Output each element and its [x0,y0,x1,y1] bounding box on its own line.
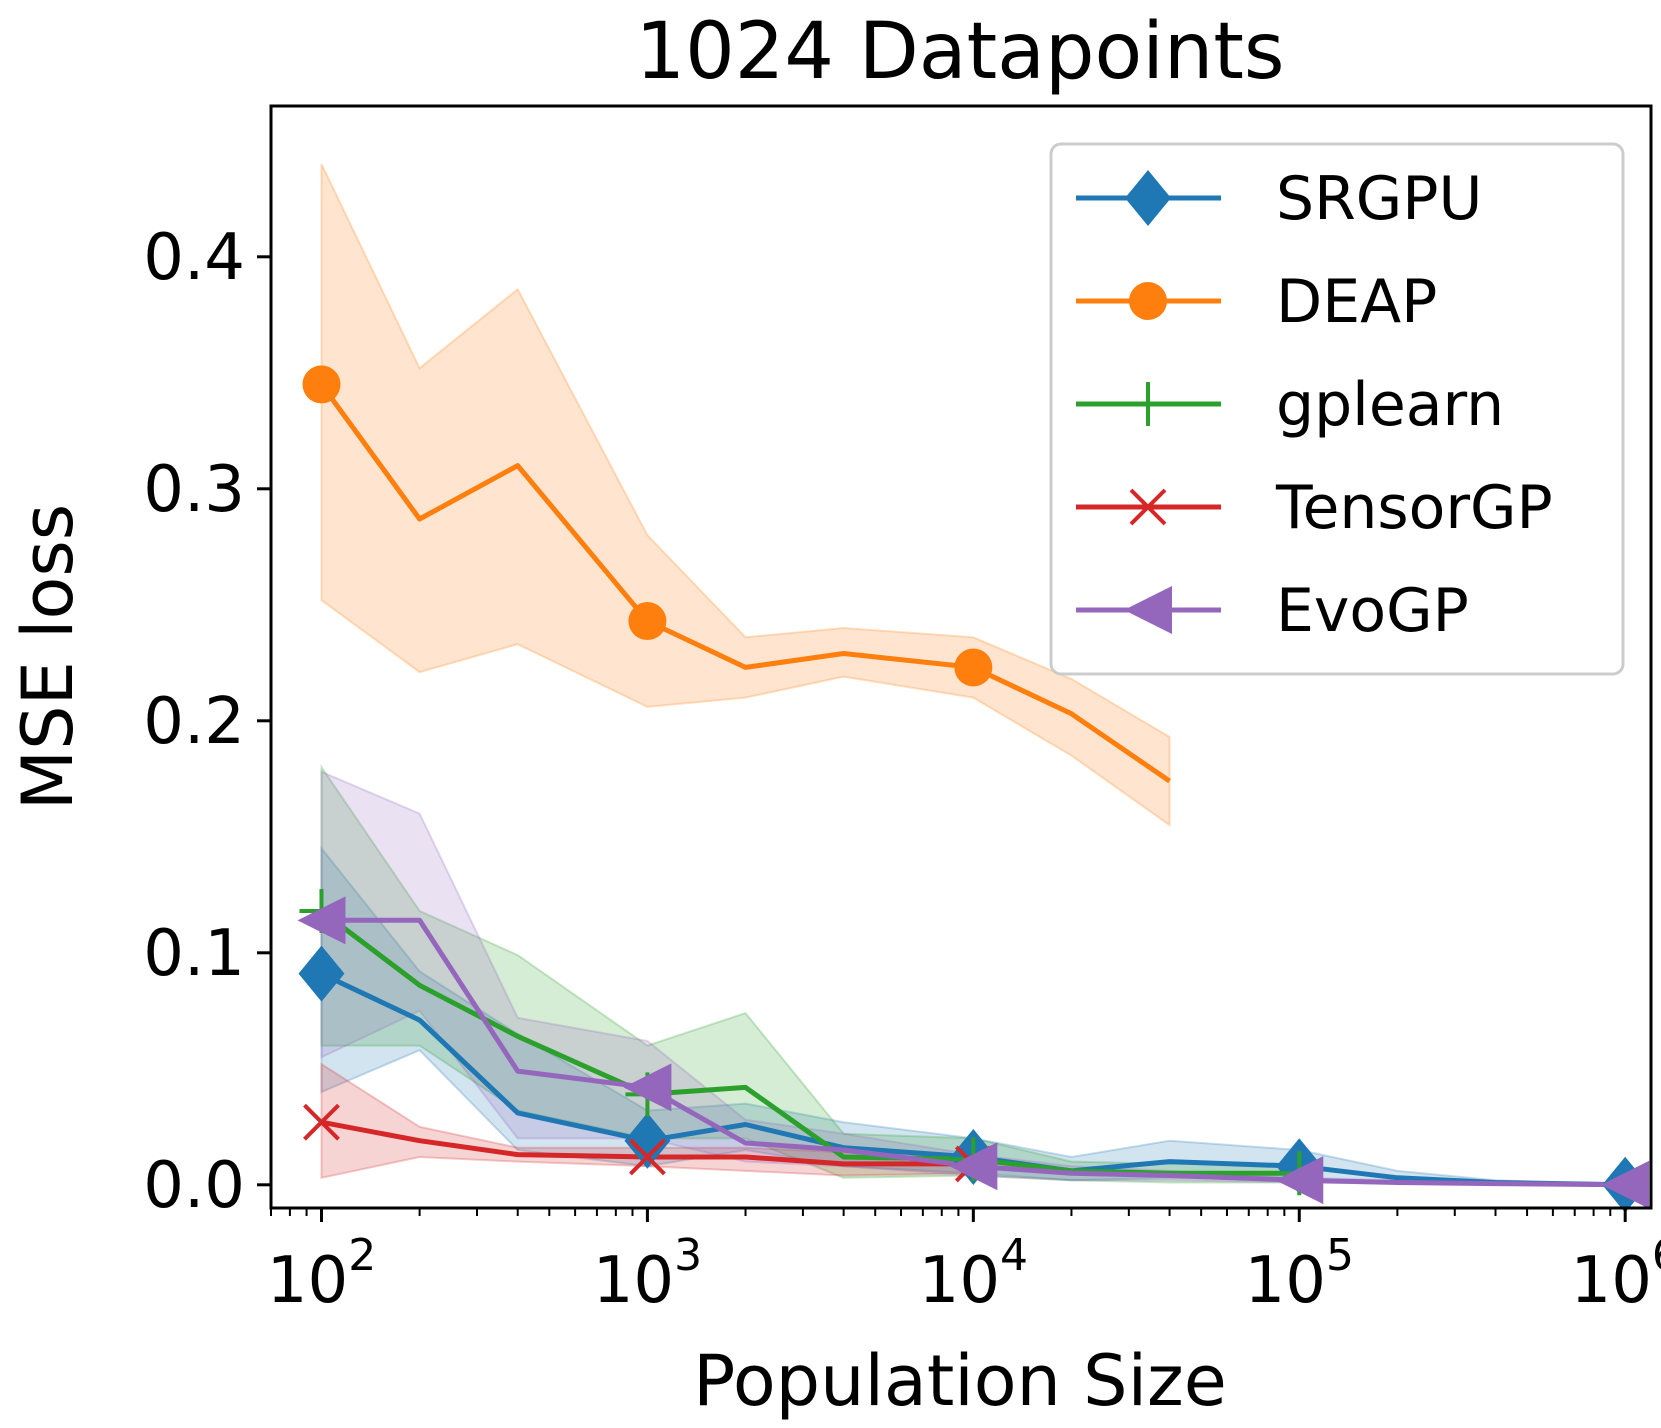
y-tick-label: 0.2 [143,685,245,759]
y-axis-label: MSE loss [7,504,89,811]
point-srgpu [624,1112,671,1169]
line-deap [319,382,1172,784]
legend-label: SRGPU [1276,164,1482,234]
series-markers [297,365,1650,1213]
x-tick-label: 105 [1245,1230,1354,1318]
legend-label: EvoGP [1276,576,1469,646]
legend-item-evogp: EvoGP [1076,576,1469,646]
legend-marker-srgpu [1125,170,1171,226]
point-evogp [949,1142,998,1191]
y-tick-label: 0.0 [143,1149,245,1223]
legend-label: gplearn [1276,370,1504,440]
legend-item-tensorgp: TensorGP [1076,473,1553,543]
point-deap [954,648,993,687]
x-tick-label: 104 [919,1230,1028,1318]
legend-item-srgpu: SRGPU [1076,164,1482,234]
x-tick-label: 102 [267,1230,376,1318]
point-tensorgp [628,1138,666,1176]
point-evogp [623,1063,672,1112]
legend-marker-gplearn [1126,382,1170,426]
legend-marker-tensorgp [1129,488,1167,526]
x-tick-label: 106 [1570,1230,1661,1318]
legend-label: TensorGP [1275,473,1553,543]
plot-frame [269,104,1653,1210]
point-tensorgp [303,1103,340,1141]
x-tick-label: 103 [593,1230,702,1318]
y-axis-ticks: 0.0 0.1 0.2 0.3 0.4 [143,221,271,1223]
y-tick-label: 0.4 [143,221,245,295]
y-tick-label: 0.1 [143,917,245,991]
band-deap [320,163,1171,828]
point-evogp [1601,1160,1650,1209]
point-evogp [1275,1156,1324,1205]
point-evogp [297,896,346,945]
point-deap [628,602,667,641]
legend-box [1049,142,1625,676]
legend-marker-evogp [1124,586,1172,634]
legend: SRGPU DEAP gplearn TensorGP EvoGP [1049,142,1625,676]
x-axis-ticks: 102 103 104 105 106 [267,1208,1661,1318]
point-srgpu [298,945,345,1002]
legend-marker-deap [1129,282,1167,320]
legend-item-deap: DEAP [1076,267,1437,337]
legend-label: DEAP [1276,267,1437,337]
point-deap [302,365,341,404]
chart-title: 1024 Datapoints [635,7,1284,97]
x-axis-label: Population Size [693,1340,1227,1422]
legend-item-gplearn: gplearn [1076,370,1504,440]
y-tick-label: 0.3 [143,453,245,527]
